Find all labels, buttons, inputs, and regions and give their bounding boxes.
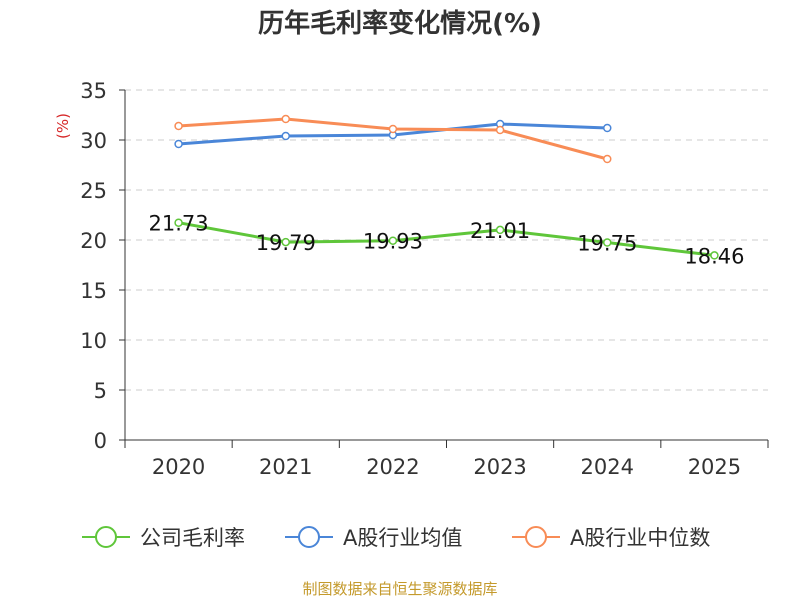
- data-point: [174, 218, 183, 227]
- x-tick-label: 2025: [688, 455, 741, 479]
- data-label: 19.75: [577, 232, 637, 256]
- y-tick-label: 20: [80, 229, 107, 253]
- y-tick-label: 30: [80, 129, 107, 153]
- y-tick-label: 15: [80, 279, 107, 303]
- y-tick-label: 35: [80, 79, 107, 103]
- data-point: [281, 131, 290, 141]
- data-label: 19.93: [363, 230, 423, 254]
- data-label: 19.79: [256, 231, 316, 255]
- source-note: 制图数据来自恒生聚源数据库: [302, 580, 498, 598]
- series-line-1: [178, 221, 715, 257]
- data-point: [174, 139, 183, 149]
- data-point: [495, 125, 505, 135]
- data-point: [603, 238, 612, 247]
- data-point: [174, 121, 183, 131]
- x-tick-label: 2021: [259, 455, 312, 479]
- legend-marker-icon: [95, 526, 117, 548]
- y-axis-label: (%): [54, 113, 72, 139]
- legend-label: A股行业均值: [343, 526, 462, 550]
- legend-marker-icon: [298, 526, 320, 548]
- x-tick-label: 2020: [152, 455, 205, 479]
- data-point: [603, 123, 612, 133]
- legend-item: A股行业中位数: [512, 526, 710, 550]
- legend-item: A股行业均值: [285, 526, 462, 550]
- legend-marker-icon: [525, 526, 547, 548]
- y-tick-label: 10: [80, 329, 107, 353]
- data-point: [281, 114, 290, 124]
- data-label: 18.46: [684, 244, 744, 268]
- data-label: 21.01: [470, 219, 530, 243]
- x-tick-label: 2023: [473, 455, 526, 479]
- legend-label: A股行业中位数: [570, 526, 710, 550]
- x-tick-label: 2022: [366, 455, 419, 479]
- legend-item: 公司毛利率: [82, 526, 245, 550]
- data-point: [388, 236, 398, 245]
- data-point: [281, 237, 290, 247]
- x-tick-label: 2024: [581, 455, 634, 479]
- legend-label: 公司毛利率: [140, 526, 245, 550]
- y-tick-label: 25: [80, 179, 107, 203]
- y-tick-label: 5: [94, 379, 107, 403]
- data-point: [495, 225, 505, 235]
- data-label: 21.73: [149, 212, 209, 236]
- y-tick-label: 0: [94, 429, 107, 453]
- chart-title: 历年毛利率变化情况(%): [258, 9, 542, 39]
- data-point: [388, 124, 398, 134]
- data-point: [710, 251, 719, 260]
- data-point: [603, 154, 612, 164]
